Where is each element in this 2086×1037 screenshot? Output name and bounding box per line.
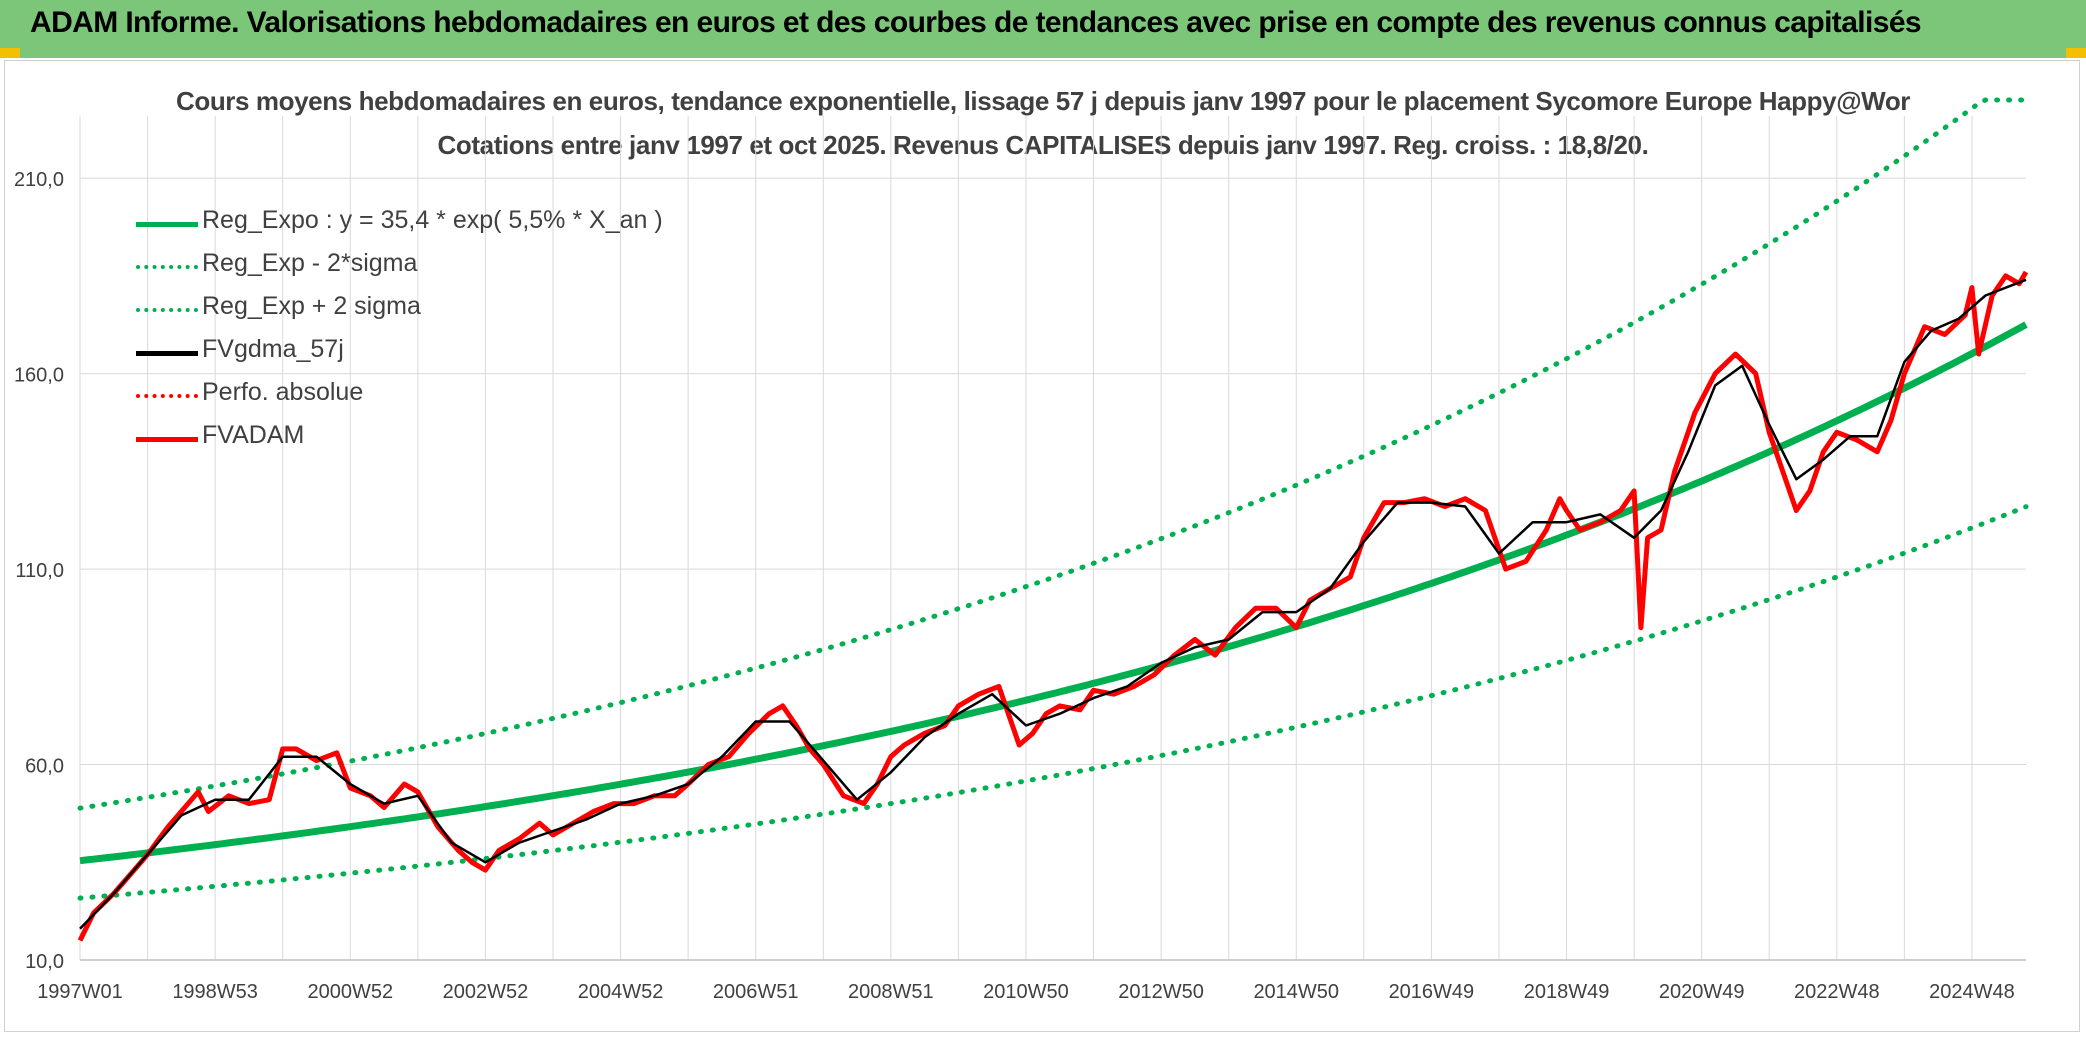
legend-swatch-reg-exp-minus bbox=[136, 265, 198, 269]
x-tick-label: 2000W52 bbox=[307, 981, 393, 1003]
x-tick-label: 1998W53 bbox=[172, 981, 258, 1003]
banner: ADAM Informe. Valorisations hebdomadaire… bbox=[0, 0, 2086, 58]
legend-swatch-fvgdma bbox=[136, 351, 198, 356]
x-tick-label: 2006W51 bbox=[713, 981, 799, 1003]
x-tick-label: 2018W49 bbox=[1524, 981, 1610, 1003]
legend-swatch-reg-expo bbox=[136, 222, 198, 227]
x-tick-label: 2008W51 bbox=[848, 981, 934, 1003]
y-tick-label: 160,0 bbox=[14, 365, 64, 387]
legend-swatch-fvadam bbox=[136, 437, 198, 442]
banner-title: ADAM Informe. Valorisations hebdomadaire… bbox=[30, 6, 1922, 39]
x-tick-label: 2020W49 bbox=[1659, 981, 1745, 1003]
banner-corner-right bbox=[2066, 48, 2086, 58]
legend-label-fvgdma: FVgdma_57j bbox=[202, 335, 344, 363]
legend-label-reg-expo: Reg_Expo : y = 35,4 * exp( 5,5% * X_an ) bbox=[202, 206, 663, 234]
chart-subtitle: Cotations entre janv 1997 et oct 2025. R… bbox=[437, 130, 1649, 160]
x-tick-label: 2012W50 bbox=[1118, 981, 1204, 1003]
legend-label-perfo-absolue: Perfo. absolue bbox=[202, 378, 364, 406]
x-tick-label: 2010W50 bbox=[983, 981, 1069, 1003]
y-tick-label: 10,0 bbox=[25, 951, 64, 973]
x-tick-label: 2016W49 bbox=[1389, 981, 1475, 1003]
legend-label-reg-exp-minus: Reg_Exp - 2*sigma bbox=[202, 249, 418, 277]
x-tick-label: 2024W48 bbox=[1929, 981, 2015, 1003]
legend-swatch-perfo-absolue bbox=[136, 394, 198, 398]
legend-swatch-reg-exp-plus bbox=[136, 308, 198, 312]
x-tick-label: 2022W48 bbox=[1794, 981, 1880, 1003]
x-tick-label: 1997W01 bbox=[37, 981, 123, 1003]
y-tick-label: 210,0 bbox=[14, 169, 64, 191]
series-reg-exp-plus-2sigma bbox=[77, 97, 2029, 811]
x-tick-label: 2002W52 bbox=[443, 981, 529, 1003]
series-reg-exp-minus-2sigma bbox=[77, 504, 2029, 901]
y-tick-label: 60,0 bbox=[25, 756, 64, 778]
x-tick-label: 2014W50 bbox=[1253, 981, 1339, 1003]
legend-label-fvadam: FVADAM bbox=[202, 421, 305, 449]
series-fvgdma-57j bbox=[79, 278, 2027, 930]
banner-corner-left bbox=[0, 48, 20, 58]
y-tick-label: 110,0 bbox=[15, 560, 64, 582]
legend-label-reg-exp-plus: Reg_Exp + 2 sigma bbox=[202, 292, 421, 320]
x-tick-label: 2004W52 bbox=[578, 981, 664, 1003]
series-reg-expo bbox=[79, 321, 2028, 865]
chart-title: Cours moyens hebdomadaires en euros, ten… bbox=[175, 86, 1911, 116]
